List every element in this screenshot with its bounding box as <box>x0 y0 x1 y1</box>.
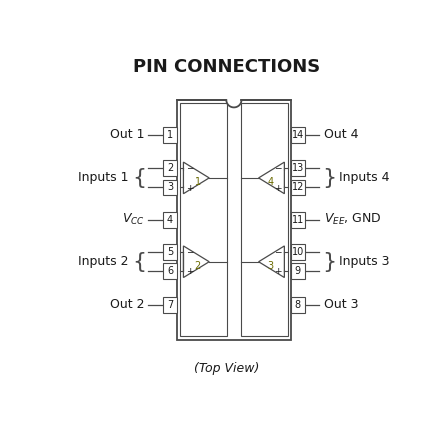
Text: 1: 1 <box>167 130 173 140</box>
Text: 3: 3 <box>267 261 273 271</box>
Text: 4: 4 <box>267 177 273 187</box>
Text: PIN CONNECTIONS: PIN CONNECTIONS <box>133 58 321 76</box>
Text: 2: 2 <box>194 261 201 271</box>
Text: −: − <box>275 247 282 256</box>
FancyBboxPatch shape <box>291 264 305 280</box>
Text: Out 2: Out 2 <box>110 299 144 311</box>
FancyBboxPatch shape <box>291 244 305 260</box>
Text: }: } <box>322 252 336 272</box>
Text: Inputs 1: Inputs 1 <box>78 172 129 184</box>
Text: 1: 1 <box>194 177 201 187</box>
Text: Inputs 4: Inputs 4 <box>339 172 389 184</box>
Text: 11: 11 <box>291 215 304 225</box>
FancyBboxPatch shape <box>291 297 305 313</box>
Text: $V_{EE}$, GND: $V_{EE}$, GND <box>323 212 381 227</box>
Text: 5: 5 <box>167 247 173 257</box>
Polygon shape <box>180 103 227 336</box>
Polygon shape <box>241 103 288 336</box>
Text: 2: 2 <box>167 163 173 173</box>
FancyBboxPatch shape <box>163 180 177 195</box>
Text: {: { <box>132 168 146 188</box>
FancyBboxPatch shape <box>291 160 305 176</box>
Text: Out 4: Out 4 <box>323 128 358 141</box>
Polygon shape <box>177 100 291 340</box>
Text: Inputs 2: Inputs 2 <box>78 255 129 268</box>
Text: 9: 9 <box>295 266 301 276</box>
Text: 14: 14 <box>291 130 304 140</box>
Text: (Top View): (Top View) <box>194 362 260 375</box>
Text: 3: 3 <box>167 182 173 193</box>
Text: Inputs 3: Inputs 3 <box>339 255 389 268</box>
Text: 6: 6 <box>167 266 173 276</box>
Text: −: − <box>186 163 193 172</box>
Text: +: + <box>275 267 282 276</box>
Text: Out 3: Out 3 <box>323 299 358 311</box>
FancyBboxPatch shape <box>291 212 305 228</box>
Text: −: − <box>275 163 282 172</box>
Text: 12: 12 <box>291 182 304 193</box>
Text: 10: 10 <box>291 247 304 257</box>
FancyBboxPatch shape <box>163 297 177 313</box>
FancyBboxPatch shape <box>291 180 305 195</box>
Text: +: + <box>275 184 282 193</box>
Text: 4: 4 <box>167 215 173 225</box>
Text: +: + <box>186 184 193 193</box>
FancyBboxPatch shape <box>163 244 177 260</box>
Text: +: + <box>186 267 193 276</box>
FancyBboxPatch shape <box>163 212 177 228</box>
FancyBboxPatch shape <box>291 127 305 143</box>
Text: −: − <box>186 247 193 256</box>
Polygon shape <box>226 100 241 108</box>
FancyBboxPatch shape <box>163 264 177 280</box>
Text: }: } <box>322 168 336 188</box>
FancyBboxPatch shape <box>163 127 177 143</box>
Text: $V_{CC}$: $V_{CC}$ <box>121 212 144 227</box>
FancyBboxPatch shape <box>163 160 177 176</box>
Text: 13: 13 <box>291 163 304 173</box>
Text: Out 1: Out 1 <box>110 128 144 141</box>
Text: {: { <box>132 252 146 272</box>
Text: 7: 7 <box>167 300 173 310</box>
Text: 8: 8 <box>295 300 301 310</box>
